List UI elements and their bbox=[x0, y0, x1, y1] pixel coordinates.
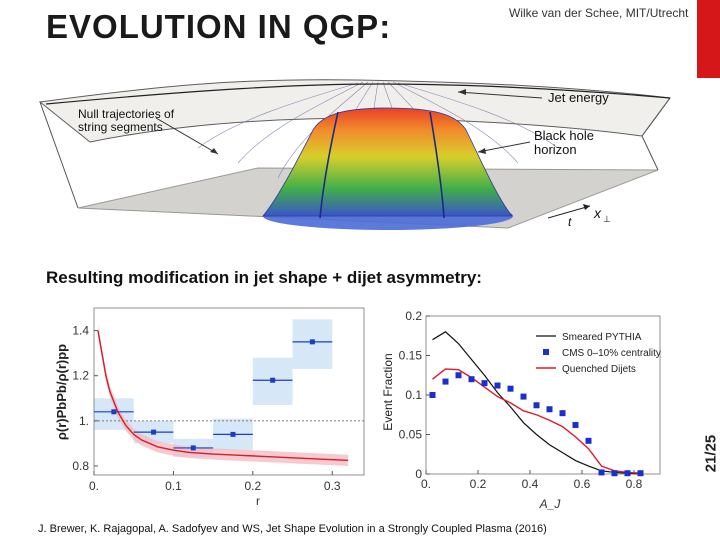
cms-point-2 bbox=[455, 372, 462, 379]
right-xtick-label-0: 0. bbox=[421, 477, 431, 491]
series-quenched-dijets bbox=[432, 368, 641, 474]
cms-point-14 bbox=[611, 470, 618, 477]
data-point-0 bbox=[111, 409, 117, 415]
right-ytick-label-1: 0.05 bbox=[399, 428, 423, 442]
data-point-5 bbox=[309, 339, 315, 345]
cms-point-12 bbox=[585, 437, 592, 444]
cms-point-16 bbox=[637, 470, 644, 477]
null-trajectories-label-2: string segments bbox=[78, 120, 163, 134]
data-point-2 bbox=[190, 445, 196, 451]
page-number: 21/25 bbox=[702, 434, 720, 473]
citation: J. Brewer, K. Rajagopal, A. Sadofyev and… bbox=[38, 523, 547, 535]
right-ytick-label-3: 0.15 bbox=[399, 349, 423, 363]
cms-point-13 bbox=[598, 469, 605, 476]
left-ytick-label-0: 0.8 bbox=[72, 459, 89, 473]
black-hole-horizon bbox=[262, 107, 513, 217]
cms-point-5 bbox=[494, 382, 501, 389]
cms-point-7 bbox=[520, 393, 527, 400]
black-hole-label-2: horizon bbox=[534, 142, 577, 157]
left-xtick-label-2: 0.2 bbox=[244, 479, 261, 493]
cms-point-8 bbox=[533, 402, 540, 409]
cms-point-3 bbox=[468, 376, 475, 383]
data-point-3 bbox=[230, 431, 236, 437]
data-point-4 bbox=[270, 377, 276, 383]
cms-point-4 bbox=[481, 380, 488, 387]
legend-label-2: Quenched Dijets bbox=[562, 364, 636, 375]
left-ytick-label-3: 1.4 bbox=[72, 324, 89, 338]
right-xtick-label-2: 0.4 bbox=[522, 477, 539, 491]
left-ytick-label-1: 1. bbox=[79, 414, 89, 428]
cms-point-6 bbox=[507, 385, 514, 392]
right-xtick-label-4: 0.8 bbox=[626, 477, 643, 491]
jet-energy-curve bbox=[45, 83, 671, 105]
cms-point-0 bbox=[429, 392, 436, 398]
jet-energy-label: Jet energy bbox=[548, 90, 609, 105]
data-point-1 bbox=[151, 429, 157, 435]
left-x-label: r bbox=[256, 494, 260, 508]
series-smeared-pythia bbox=[432, 331, 641, 475]
cms-point-10 bbox=[559, 410, 566, 417]
jet-shape-chart: 0. 0.1 0.2 0.3 0.8 1. 1.2 1.4 r ρ(r)PbPb/ρ(r)pp bbox=[54, 307, 365, 508]
cms-point-15 bbox=[624, 470, 631, 477]
dijet-asymmetry-chart: 0. 0.2 0.4 0.6 0.8 0 0.05 0.1 0.15 0.2 Smeared PY… bbox=[381, 309, 661, 511]
author-label: Wilke van der Schee, MIT/Utrecht bbox=[509, 6, 689, 20]
x-axis-sub: ⊥ bbox=[603, 214, 611, 224]
right-xtick-label-1: 0.2 bbox=[470, 477, 487, 491]
right-ytick-label-2: 0.1 bbox=[405, 388, 422, 402]
left-ytick-label-2: 1.2 bbox=[72, 369, 89, 383]
right-ytick-label-4: 0.2 bbox=[405, 309, 422, 323]
t-axis-label: t bbox=[568, 215, 572, 229]
null-trajectories-label-1: Null trajectories of bbox=[78, 107, 175, 121]
model-curve bbox=[97, 330, 349, 462]
accent-bar bbox=[697, 0, 720, 78]
slide-title: EVOLUTION IN QGP: bbox=[46, 8, 392, 45]
holography-diagram: Null trajectories of string segments Jet… bbox=[38, 79, 671, 230]
cms-point-11 bbox=[572, 422, 579, 429]
legend-label-0: Smeared PYTHIA bbox=[562, 332, 642, 343]
slide-subtitle: Resulting modification in jet shape + di… bbox=[46, 268, 482, 287]
right-x-label: A_J bbox=[539, 497, 562, 511]
cms-point-1 bbox=[442, 378, 449, 385]
left-xtick-label-1: 0.1 bbox=[165, 479, 182, 493]
legend-marker-cms bbox=[543, 349, 549, 355]
legend-label-1: CMS 0–10% centrality bbox=[562, 348, 661, 359]
left-plot-frame bbox=[93, 307, 365, 476]
x-axis-label: x bbox=[593, 205, 602, 221]
black-hole-label-1: Black hole bbox=[534, 128, 594, 143]
right-ytick-label-0: 0 bbox=[415, 467, 422, 481]
cms-point-9 bbox=[546, 406, 553, 413]
right-y-label: Event Fraction bbox=[381, 353, 395, 430]
left-y-label: ρ(r)PbPb/ρ(r)pp bbox=[54, 344, 69, 440]
left-xtick-label-0: 0. bbox=[89, 479, 99, 493]
left-xtick-label-3: 0.3 bbox=[324, 479, 341, 493]
right-xtick-label-3: 0.6 bbox=[574, 477, 591, 491]
